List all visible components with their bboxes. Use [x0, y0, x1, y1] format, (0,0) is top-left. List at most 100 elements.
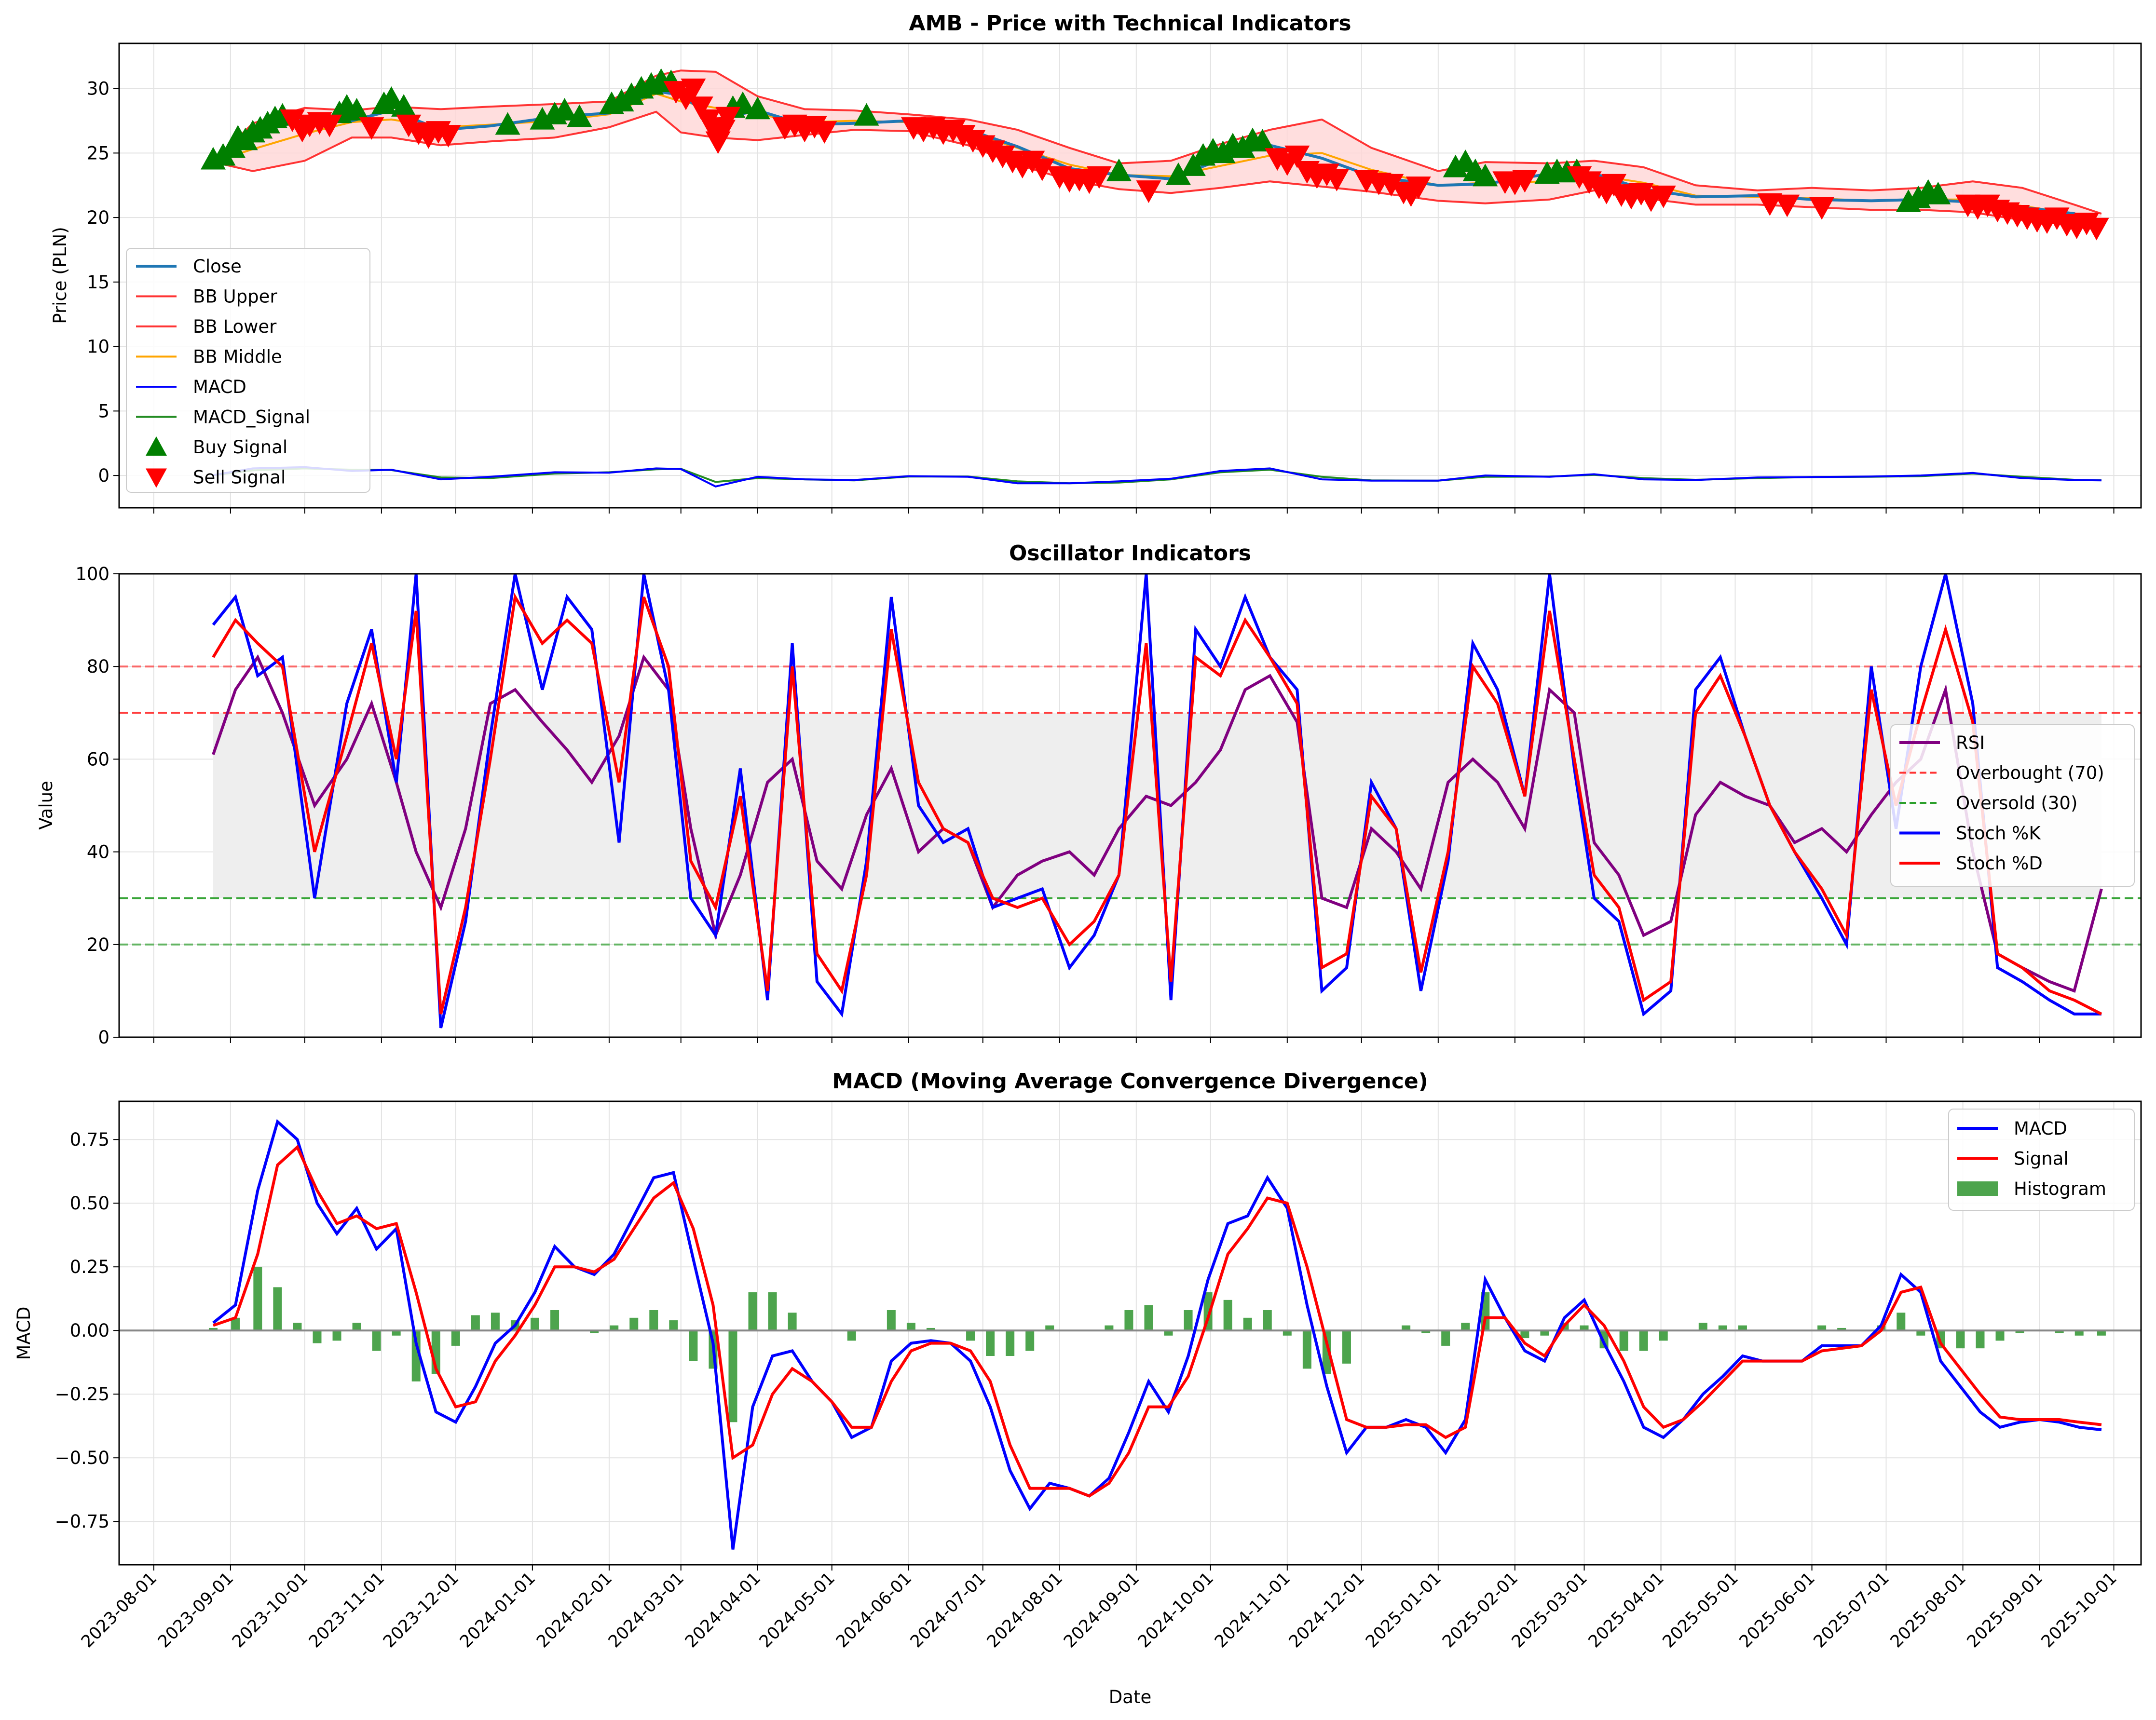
legend-label: MACD_Signal [193, 407, 310, 428]
histogram-bar [788, 1313, 797, 1331]
macd-line [213, 466, 2101, 488]
sell-signal-marker [1324, 169, 1350, 191]
oscillator-panel: Oscillator Indicators Value 0 20 40 60 80 100… [36, 541, 2142, 1048]
histogram-bar [2097, 1330, 2106, 1336]
legend-label: Buy Signal [193, 437, 287, 458]
legend-label: BB Middle [193, 347, 282, 367]
histogram-bar [1976, 1330, 1985, 1349]
histogram-bar [1659, 1330, 1668, 1341]
legend-label: MACD [193, 377, 246, 397]
stoch-d-line [212, 593, 2102, 1016]
y-tick-label: 0 [98, 1027, 109, 1048]
buy-signal-marker [619, 82, 644, 105]
sell-signal-marker [1774, 194, 1800, 217]
sell-signal-marker [1405, 176, 1431, 199]
histogram-bar [1243, 1317, 1252, 1331]
buy-signal-marker [1106, 158, 1132, 181]
y-tick-label: 60 [87, 749, 109, 770]
histogram-bar [273, 1287, 282, 1331]
buy-signal-marker [552, 98, 577, 121]
sell-signal-marker [436, 125, 461, 148]
histogram-bar [313, 1330, 322, 1343]
histogram-bar [1461, 1323, 1470, 1331]
histogram-bar [451, 1330, 460, 1346]
sell-signal-marker [317, 114, 342, 137]
histogram-bar [550, 1310, 559, 1331]
histogram-bar [590, 1330, 599, 1333]
histogram-bar [887, 1310, 896, 1331]
y-tick-label: 10 [87, 337, 109, 357]
legend-box [126, 248, 370, 493]
y-tick-label: 100 [75, 564, 109, 584]
histogram-bar [689, 1330, 698, 1361]
sell-signal-marker [812, 121, 837, 144]
histogram-bar [1006, 1330, 1015, 1356]
y-tick-label: 0.50 [70, 1193, 109, 1214]
histogram-bar [1045, 1325, 1054, 1331]
histogram-bar [491, 1313, 500, 1331]
histogram-bar [231, 1317, 240, 1331]
histogram-bar [1639, 1330, 1648, 1351]
signal-line [213, 1145, 2102, 1498]
histogram-bar [1223, 1300, 1232, 1331]
y-tick-label: 15 [87, 272, 109, 293]
histogram-bar [1837, 1327, 1846, 1331]
histogram-bar [531, 1317, 540, 1331]
sell-signal-marker [1757, 193, 1783, 216]
price-panel-ylabel: Price (PLN) [50, 227, 70, 324]
y-tick-label: 0 [98, 465, 109, 486]
legend-swatch [146, 436, 167, 456]
histogram-bar [352, 1323, 361, 1331]
histogram-bar [2055, 1330, 2064, 1333]
histogram-bar [768, 1292, 777, 1331]
histogram-bar [1599, 1330, 1609, 1349]
buy-signal-marker [1166, 162, 1191, 185]
histogram-bar [1540, 1330, 1549, 1336]
histogram-bar [471, 1315, 480, 1331]
histogram-bar [411, 1330, 421, 1381]
sell-signal-marker [1651, 185, 1676, 208]
legend-label: MACD [2014, 1118, 2067, 1139]
buy-signal-marker [379, 86, 404, 109]
sell-signal-marker [1378, 174, 1404, 197]
sell-signal-marker [688, 96, 713, 120]
histogram-bar [1164, 1330, 1173, 1336]
legend-swatch [1957, 1181, 1998, 1196]
histogram-bar [1124, 1310, 1133, 1331]
legend-label: Histogram [2014, 1178, 2106, 1199]
histogram-bar [392, 1330, 401, 1336]
histogram-bar [1105, 1325, 1114, 1331]
histogram-bar [1619, 1330, 1628, 1351]
sell-signal-marker [1809, 197, 1835, 220]
bb-lower-line [213, 110, 2101, 228]
buy-signal-marker [567, 104, 592, 127]
histogram-bar [1738, 1325, 1747, 1331]
oscillator-panel-ylabel: Value [36, 781, 56, 830]
legend-label: BB Upper [193, 286, 277, 307]
legend-label: Overbought (70) [1956, 763, 2104, 784]
oscillator-panel-title: Oscillator Indicators [1009, 541, 1251, 566]
legend-label: Sell Signal [193, 467, 286, 488]
histogram-bar [1283, 1330, 1292, 1336]
y-tick-label: −0.50 [55, 1448, 109, 1468]
legend-box [1890, 724, 2135, 887]
histogram-bar [1025, 1330, 1035, 1351]
legend-label: RSI [1956, 732, 1985, 753]
histogram-bar [332, 1330, 341, 1341]
histogram-bar [629, 1317, 639, 1331]
sell-signal-marker [1029, 158, 1055, 181]
histogram-bar [1342, 1330, 1351, 1364]
buy-signal-marker [344, 98, 369, 121]
sell-signal-marker [663, 81, 689, 104]
macd-legend: MACD Signal Histogram [1948, 1109, 2135, 1211]
histogram-bar [1441, 1330, 1450, 1346]
sell-signal-marker [681, 78, 706, 101]
histogram-bar [2015, 1330, 2024, 1333]
buy-signal-marker [745, 96, 770, 120]
legend-label: Signal [2014, 1149, 2069, 1169]
x-axis-label: Date [1109, 1687, 1151, 1707]
buy-signal-marker [391, 94, 417, 117]
buy-signal-marker [1250, 129, 1275, 152]
y-tick-label: 25 [87, 143, 109, 163]
